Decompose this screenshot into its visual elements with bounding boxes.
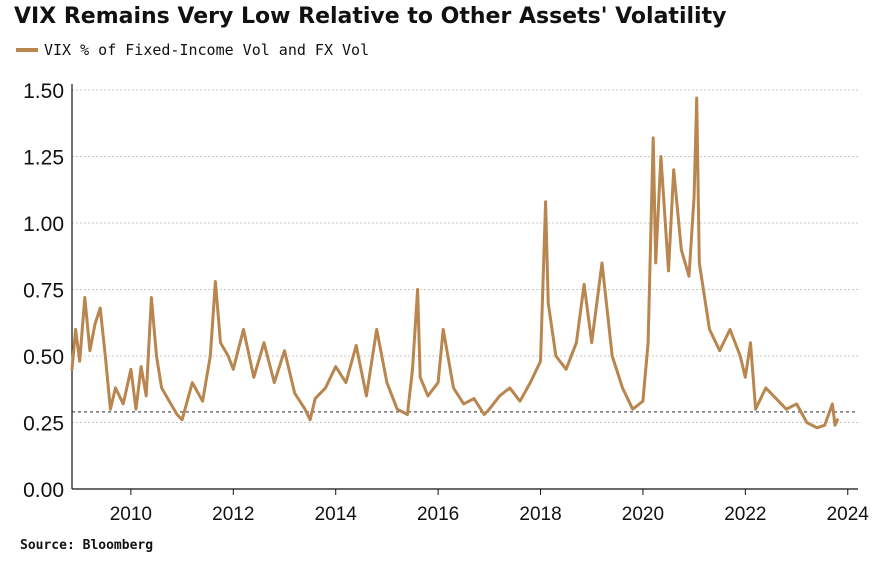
y-tick-label: 0.00 xyxy=(23,479,64,502)
source-note: Source: Bloomberg xyxy=(20,538,154,553)
x-tick-label: 2014 xyxy=(315,504,358,525)
y-tick-label: 1.25 xyxy=(23,147,64,170)
x-tick-label: 2018 xyxy=(519,504,561,525)
x-tick-label: 2016 xyxy=(417,504,459,525)
chart-title: VIX Remains Very Low Relative to Other A… xyxy=(14,4,727,29)
x-tick-label: 2024 xyxy=(827,504,870,525)
legend: VIX % of Fixed-Income Vol and FX Vol xyxy=(16,41,369,59)
legend-swatch xyxy=(16,48,38,52)
y-tick-label: 1.50 xyxy=(23,80,64,103)
y-tick-label: 0.50 xyxy=(23,346,64,369)
y-tick-label: 1.00 xyxy=(23,213,64,236)
x-tick-label: 2020 xyxy=(622,504,664,525)
x-tick-label: 2012 xyxy=(212,504,254,525)
x-tick-label: 2022 xyxy=(724,504,766,525)
x-tick-label: 2010 xyxy=(110,504,152,525)
legend-label: VIX % of Fixed-Income Vol and FX Vol xyxy=(44,41,370,59)
series-line-vix-ratio xyxy=(70,96,839,430)
y-tick-label: 0.75 xyxy=(23,280,64,303)
y-tick-label: 0.25 xyxy=(23,413,64,436)
